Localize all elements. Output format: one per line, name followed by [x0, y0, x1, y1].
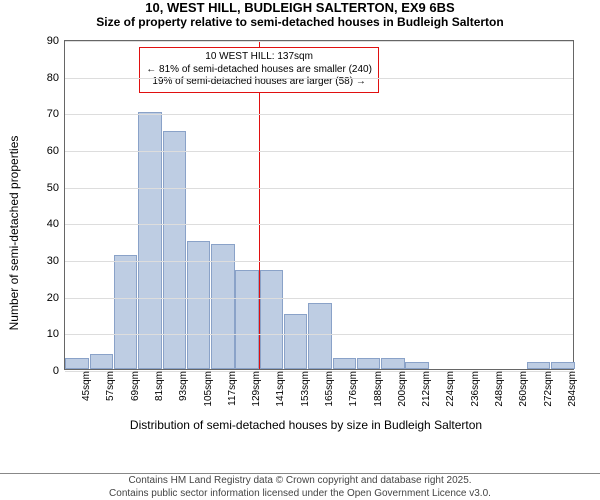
y-tick-label: 30 — [35, 255, 65, 267]
bar — [65, 358, 88, 369]
x-tick-label: 141sqm — [275, 369, 286, 407]
x-tick-label: 236sqm — [470, 369, 481, 407]
plot-area: 10 WEST HILL: 137sqm ← 81% of semi-detac… — [64, 40, 574, 370]
y-tick-label: 10 — [35, 328, 65, 340]
gridline — [65, 298, 573, 299]
y-tick-label: 60 — [35, 145, 65, 157]
x-tick-label: 57sqm — [105, 369, 116, 401]
annotation-line2: ← 81% of semi-detached houses are smalle… — [146, 64, 372, 77]
bar — [187, 241, 210, 369]
page-subtitle: Size of property relative to semi-detach… — [0, 15, 600, 29]
gridline — [65, 41, 573, 42]
x-tick-label: 248sqm — [494, 369, 505, 407]
bar — [405, 362, 428, 369]
gridline — [65, 188, 573, 189]
y-tick-label: 90 — [35, 35, 65, 47]
x-tick-label: 224sqm — [445, 369, 456, 407]
bar — [551, 362, 574, 369]
x-tick-label: 188sqm — [373, 369, 384, 407]
y-tick-label: 40 — [35, 218, 65, 230]
annotation-line1: 10 WEST HILL: 137sqm — [146, 51, 372, 64]
x-tick-label: 260sqm — [518, 369, 529, 407]
annotation-box: 10 WEST HILL: 137sqm ← 81% of semi-detac… — [139, 47, 379, 93]
bar — [308, 303, 331, 369]
page-title: 10, WEST HILL, BUDLEIGH SALTERTON, EX9 6… — [0, 0, 600, 15]
x-tick-label: 117sqm — [227, 369, 238, 406]
x-tick-label: 69sqm — [130, 369, 141, 401]
footer-line1: Contains HM Land Registry data © Crown c… — [8, 475, 592, 488]
x-tick-label: 45sqm — [81, 369, 92, 401]
x-tick-label: 284sqm — [567, 369, 578, 407]
bar — [333, 358, 356, 369]
y-tick-label: 50 — [35, 182, 65, 194]
x-tick-label: 200sqm — [397, 369, 408, 407]
y-axis-label: Number of semi-detached properties — [7, 136, 21, 331]
x-tick-label: 165sqm — [324, 369, 335, 407]
bar — [260, 270, 283, 369]
bar — [211, 244, 234, 369]
gridline — [65, 224, 573, 225]
x-tick-label: 129sqm — [251, 369, 262, 407]
x-axis-label: Distribution of semi-detached houses by … — [130, 418, 482, 432]
x-tick-label: 81sqm — [154, 369, 165, 401]
histogram-chart: Number of semi-detached properties 10 WE… — [28, 36, 584, 430]
x-tick-label: 93sqm — [178, 369, 189, 401]
y-tick-label: 20 — [35, 292, 65, 304]
gridline — [65, 151, 573, 152]
gridline — [65, 114, 573, 115]
bar — [381, 358, 404, 369]
bar — [163, 131, 186, 369]
gridline — [65, 78, 573, 79]
x-tick-label: 212sqm — [421, 369, 432, 407]
bar — [90, 354, 113, 369]
bar — [114, 255, 137, 369]
x-tick-label: 153sqm — [300, 369, 311, 407]
y-tick-label: 0 — [35, 365, 65, 377]
gridline — [65, 334, 573, 335]
bar — [235, 270, 258, 369]
y-tick-label: 70 — [35, 108, 65, 120]
x-tick-label: 176sqm — [348, 369, 359, 407]
gridline — [65, 261, 573, 262]
y-tick-label: 80 — [35, 72, 65, 84]
x-tick-label: 272sqm — [543, 369, 554, 407]
bar — [357, 358, 380, 369]
footer-line2: Contains public sector information licen… — [8, 488, 592, 500]
bar — [527, 362, 550, 369]
footer: Contains HM Land Registry data © Crown c… — [0, 473, 600, 500]
bar — [284, 314, 307, 369]
x-tick-label: 105sqm — [203, 369, 214, 407]
